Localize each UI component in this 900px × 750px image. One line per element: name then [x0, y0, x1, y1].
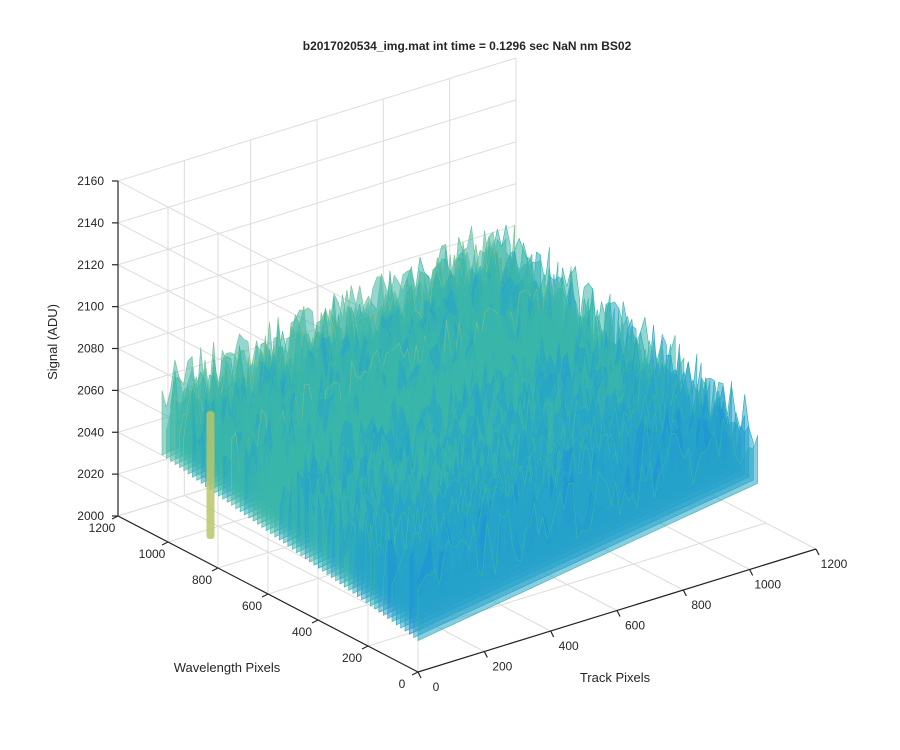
y-tick-label: 600	[242, 599, 262, 613]
y-tick-label: 0	[399, 677, 406, 691]
surface-plot	[161, 224, 758, 642]
y-tick-label: 800	[192, 573, 212, 587]
x-tick-label: 0	[433, 680, 440, 694]
back-wall-grid-line	[117, 141, 517, 266]
z-tick-label: 2100	[77, 300, 104, 314]
z-tick-label: 2060	[77, 383, 104, 397]
y-tick	[361, 645, 369, 650]
x-tick	[550, 630, 555, 638]
y-tick	[311, 619, 319, 624]
x-tick-label: 200	[492, 660, 512, 674]
y-tick	[411, 671, 419, 676]
surface-strip	[417, 418, 758, 642]
chart-title: b2017020534_img.mat int time = 0.1296 se…	[303, 39, 632, 53]
y-tick-label: 200	[342, 651, 362, 665]
y-tick	[161, 541, 169, 546]
x-tick	[815, 548, 820, 556]
z-tick-label: 2120	[77, 258, 104, 272]
back-wall-grid-line	[117, 225, 517, 349]
x-tick-label: 600	[625, 619, 645, 633]
y-tick	[261, 593, 269, 598]
y-tick-label: 400	[292, 625, 312, 639]
x-tick	[749, 569, 754, 576]
z-tick-label: 2020	[77, 467, 104, 481]
y-tick-label: 1000	[139, 547, 166, 561]
x-tick	[417, 671, 422, 679]
z-tick-label: 2040	[77, 425, 104, 439]
back-wall-grid-line	[117, 99, 517, 224]
z-tick-label: 2080	[77, 342, 104, 356]
back-wall-grid-line	[117, 183, 517, 308]
back-wall-grid-line	[117, 57, 517, 182]
hot-column	[206, 411, 215, 539]
x-tick	[483, 651, 488, 658]
z-axis-label: Signal (ADU)	[45, 304, 60, 380]
axes-frame	[111, 180, 820, 679]
y-tick-label: 1200	[89, 521, 116, 535]
z-tick-label: 2160	[77, 174, 104, 188]
z-tick-label: 2000	[77, 509, 104, 523]
z-tick-label: 2140	[77, 216, 104, 230]
x-tick	[616, 610, 621, 617]
x-axis-label: Track Pixels	[580, 670, 651, 685]
y-tick	[211, 567, 219, 572]
tick-labels: 0 200 400 600 800 1000 1200 0 200 400 600 800 1000 12…	[77, 174, 847, 694]
x-tick-label: 400	[559, 639, 579, 653]
y-axis-label: Wavelength Pixels	[174, 660, 281, 675]
x-tick-label: 1200	[821, 557, 848, 571]
left-wall-grid-line	[117, 473, 419, 631]
x-tick-label: 800	[691, 598, 711, 612]
x-tick	[682, 589, 687, 597]
x-tick-label: 1000	[754, 578, 781, 592]
